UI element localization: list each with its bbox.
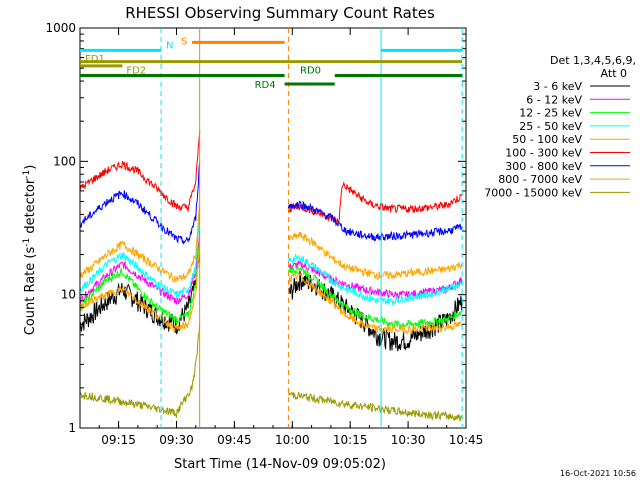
- legend-entry-label: 50 - 100 keV: [512, 133, 582, 146]
- series-line: [287, 181, 463, 225]
- x-tick-label: 10:00: [275, 433, 310, 447]
- legend-entry-label: 12 - 25 keV: [519, 107, 582, 120]
- annotation-label: FD2: [126, 66, 146, 77]
- x-axis-label: Start Time (14-Nov-09 09:05:02): [174, 457, 386, 472]
- axes: 09:15 09:30 09:45 10:00 10:15 10:30 10:45 1 10 10…: [45, 21, 483, 447]
- x-tick-label: 09:15: [101, 433, 136, 447]
- series-line: [79, 324, 201, 419]
- series-line: [79, 214, 201, 299]
- chart-title: RHESSI Observing Summary Count Rates: [125, 4, 435, 22]
- series-line: [79, 201, 201, 283]
- legend-entry-label: 25 - 50 keV: [519, 120, 582, 133]
- series-line: [287, 253, 463, 305]
- annotation-label: FD1: [85, 54, 105, 65]
- legend-entry-label: 100 - 300 keV: [505, 147, 582, 160]
- y-axis-label-sup1: -1: [22, 238, 32, 247]
- legend-entry-label: 7000 - 15000 keV: [484, 186, 582, 199]
- series-line: [288, 271, 463, 335]
- x-tick-label: 10:15: [333, 433, 368, 447]
- series-line: [79, 130, 201, 212]
- y-axis-label-part2: detector: [23, 178, 38, 238]
- y-axis-label-part1: Count Rate (s: [23, 247, 38, 336]
- y-axis-label-part3: ): [23, 165, 38, 170]
- series-line: [287, 264, 463, 329]
- x-tick-label: 10:45: [449, 433, 484, 447]
- annotation-bars: N S FD1 FD2 RD0 RD4: [80, 28, 463, 428]
- legend-header-1: Det 1,3,4,5,6,9,: [550, 54, 636, 67]
- legend-entry-label: 800 - 7000 keV: [498, 173, 582, 186]
- series-line: [80, 234, 201, 324]
- annotation-label: N: [166, 40, 173, 51]
- series-line: [79, 231, 201, 306]
- annotation-label: RD4: [255, 80, 276, 91]
- x-tick-label: 09:45: [217, 433, 252, 447]
- footer-date: 16-Oct-2021 10:56: [560, 469, 636, 478]
- series-line: [287, 390, 463, 422]
- annotation-label: RD0: [300, 66, 321, 77]
- series-line: [79, 241, 201, 332]
- series-line: [287, 200, 463, 242]
- legend-entry-label: 300 - 800 keV: [505, 160, 582, 173]
- plot-area: [79, 130, 463, 422]
- series-line: [288, 258, 463, 301]
- y-tick-label: 100: [53, 154, 76, 168]
- legend-header-2: Att 0: [601, 67, 627, 80]
- series-line: [287, 270, 463, 352]
- series-line: [287, 231, 463, 281]
- y-axis-label-sup2: -1: [22, 170, 32, 179]
- legend-entry-label: 6 - 12 keV: [526, 93, 582, 106]
- series-line: [79, 161, 201, 245]
- legend-entry-label: 3 - 6 keV: [533, 80, 582, 93]
- series-line: [79, 254, 201, 335]
- y-tick-label: 1: [68, 421, 76, 435]
- y-tick-label: 10: [61, 288, 76, 302]
- x-tick-label: 10:30: [391, 433, 426, 447]
- y-tick-label: 1000: [45, 21, 76, 35]
- annotation-label: S: [181, 36, 187, 47]
- x-tick-label: 09:30: [159, 433, 194, 447]
- y-axis-label: Count Rate (s-1 detector-1): [22, 165, 38, 336]
